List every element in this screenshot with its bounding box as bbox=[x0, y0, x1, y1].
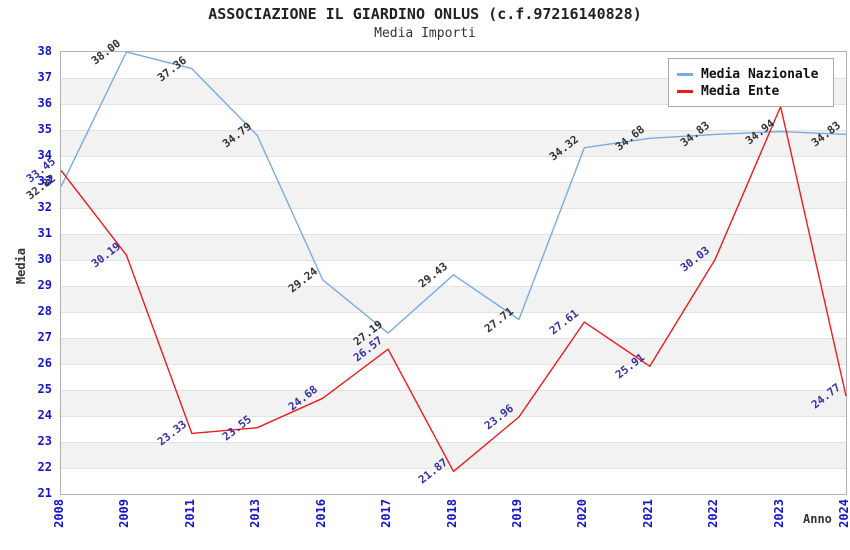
gridline bbox=[61, 182, 846, 183]
y-axis-tick-label: 38 bbox=[37, 44, 52, 58]
y-axis-tick-label: 28 bbox=[37, 304, 52, 318]
series-line-media-nazionale bbox=[60, 51, 847, 334]
y-axis-tick-label: 22 bbox=[37, 460, 52, 474]
legend-label: Media Nazionale bbox=[701, 66, 819, 82]
legend: Media Nazionale Media Ente bbox=[668, 58, 834, 107]
gridline bbox=[61, 130, 846, 131]
gridline bbox=[61, 78, 846, 79]
x-axis-tick-label: 2011 bbox=[182, 499, 197, 528]
y-axis-tick-label: 26 bbox=[37, 356, 52, 370]
gridline bbox=[61, 286, 846, 287]
y-axis-tick-label: 30 bbox=[37, 252, 52, 266]
background-band bbox=[61, 182, 846, 208]
series-lines bbox=[60, 51, 847, 473]
media-nazionale-swatch-icon bbox=[677, 72, 693, 76]
x-axis-tick-label: 2022 bbox=[706, 499, 721, 528]
x-axis-tick-label: 2019 bbox=[509, 499, 524, 528]
gridline bbox=[61, 260, 846, 261]
y-axis-tick-label: 21 bbox=[37, 486, 52, 500]
background-band bbox=[61, 442, 846, 468]
plot-area: 32.82 38.00 37.36 34.79 29.24 27.19 29.43 27.71… bbox=[24, 37, 847, 495]
legend-item-media-nazionale: Media Nazionale bbox=[677, 66, 825, 82]
legend-label: Media Ente bbox=[701, 83, 780, 99]
y-axis-tick-label: 32 bbox=[37, 200, 52, 214]
x-axis-tick-label: 2013 bbox=[248, 499, 263, 528]
chart-subtitle: Media Importi bbox=[374, 26, 476, 41]
legend-item-media-ente: Media Ente bbox=[677, 83, 825, 99]
gridline bbox=[61, 468, 846, 469]
x-axis-title: Anno bbox=[803, 512, 832, 526]
gridline bbox=[61, 442, 846, 443]
gridline bbox=[61, 156, 846, 157]
series-line-media-ente bbox=[60, 105, 847, 473]
background-band bbox=[61, 286, 846, 312]
x-axis-tick-label: 2016 bbox=[313, 499, 328, 528]
y-axis-tick-label: 31 bbox=[37, 226, 52, 240]
media-ente-swatch-icon bbox=[677, 89, 693, 93]
gridline bbox=[61, 208, 846, 209]
x-axis-tick-label: 2021 bbox=[640, 499, 655, 528]
y-axis-tick-label: 27 bbox=[37, 330, 52, 344]
x-axis-tick-label: 2009 bbox=[117, 499, 132, 528]
x-axis-tick-label: 2023 bbox=[771, 499, 786, 528]
y-axis-tick-label: 25 bbox=[37, 382, 52, 396]
gridline bbox=[61, 364, 846, 365]
x-axis-tick-label: 2020 bbox=[575, 499, 590, 528]
x-axis-tick-label: 2018 bbox=[444, 499, 459, 528]
y-axis-tick-label: 23 bbox=[37, 434, 52, 448]
chart-title: ASSOCIAZIONE IL GIARDINO ONLUS (c.f.9721… bbox=[208, 5, 642, 23]
y-axis-tick-label: 29 bbox=[37, 278, 52, 292]
y-axis-tick-label: 24 bbox=[37, 408, 52, 422]
y-axis-tick-label: 36 bbox=[37, 96, 52, 110]
gridline bbox=[61, 338, 846, 339]
background-band bbox=[61, 234, 846, 260]
x-axis-tick-label: 2008 bbox=[52, 499, 66, 528]
background-band bbox=[61, 390, 846, 416]
y-axis-tick-label: 35 bbox=[37, 122, 52, 136]
x-axis-tick-label: 2017 bbox=[379, 499, 394, 528]
y-axis-tick-label: 34 bbox=[37, 148, 52, 162]
gridline bbox=[61, 234, 846, 235]
gridline bbox=[61, 390, 846, 391]
x-axis-tick-label: 2024 bbox=[837, 499, 850, 528]
gridline bbox=[61, 312, 846, 313]
background-band bbox=[61, 338, 846, 364]
gridline bbox=[61, 416, 846, 417]
y-axis-tick-label: 33 bbox=[37, 174, 52, 188]
gridline bbox=[61, 104, 846, 105]
y-axis-tick-label: 37 bbox=[37, 70, 52, 84]
